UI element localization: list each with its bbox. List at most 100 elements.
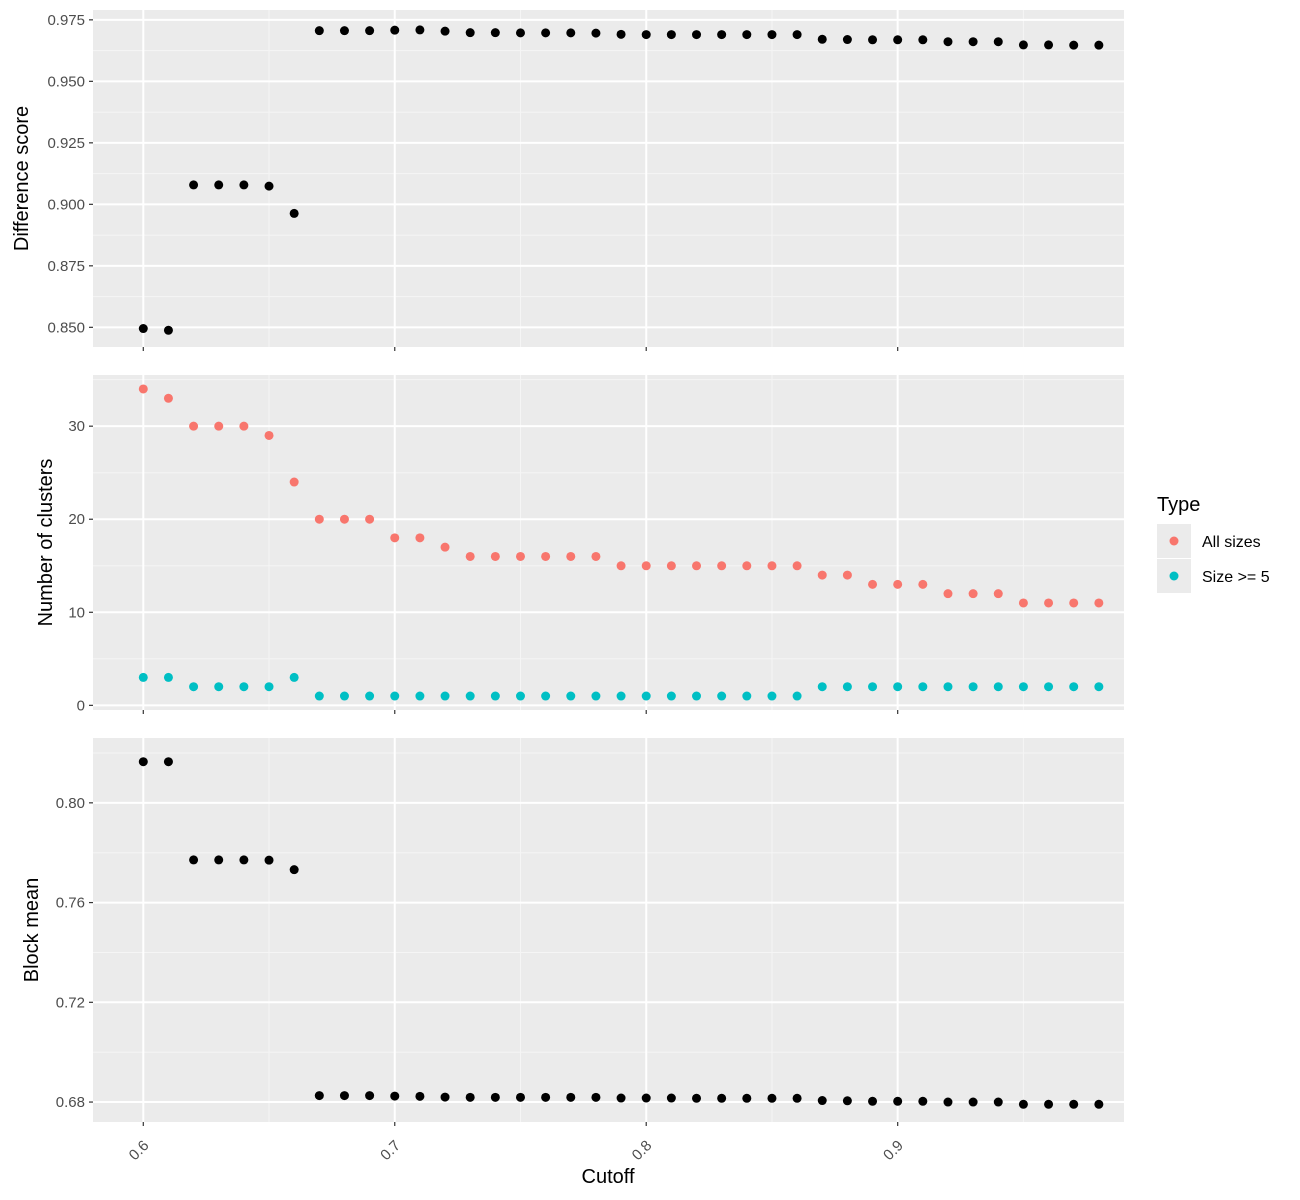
data-point [490,1092,500,1102]
data-point [616,691,626,701]
data-point [541,691,551,701]
data-point [415,691,425,701]
data-point [817,682,827,692]
y-tick-label: 0.925 [47,135,85,152]
legend-title: Type [1157,494,1200,516]
data-point [742,30,752,40]
data-point [868,682,878,692]
y-axis-title: Block mean [21,878,43,983]
y-tick-label: 0.68 [56,1094,85,1111]
data-point [440,26,450,36]
data-point [138,672,148,682]
data-point [1094,40,1104,50]
data-point [792,30,802,40]
data-point [792,691,802,701]
y-tick-label: 30 [68,418,85,435]
data-point [390,1091,400,1101]
x-tick-label: 0.6 [126,1137,153,1164]
panel-1: 0.850 0.875 0.900 0.925 0.950 0.975 Difference… [11,10,1124,351]
data-point [541,551,551,561]
data-point [214,855,224,865]
legend-key-size-ge-5 [1157,559,1191,593]
data-point [717,691,727,701]
data-point [214,421,224,431]
data-point [1018,1099,1028,1109]
y-tick-label: 0.850 [47,319,85,336]
data-point [641,1093,651,1103]
data-point [591,551,601,561]
data-point [465,691,475,701]
data-point [163,757,173,767]
y-tick-label: 0.975 [47,12,85,29]
data-point [289,477,299,487]
data-point [289,208,299,218]
data-point [339,26,349,36]
data-point [792,561,802,571]
data-point [943,682,953,692]
data-point [842,35,852,45]
data-point [515,28,525,38]
data-point [239,855,249,865]
y-tick-label: 0.950 [47,73,85,90]
data-point [767,691,777,701]
data-point [138,757,148,767]
legend-key-all-sizes [1157,524,1191,558]
data-point [767,561,777,571]
data-point [591,1092,601,1102]
y-tick-label: 0.875 [47,258,85,275]
data-point [591,28,601,38]
data-point [440,1092,450,1102]
data-point [515,691,525,701]
data-point [214,682,224,692]
data-point [490,28,500,38]
data-point [490,551,500,561]
x-tick-label: 0.8 [629,1137,656,1164]
data-point [239,682,249,692]
data-point [918,35,928,45]
data-point [717,30,727,40]
data-point [566,691,576,701]
data-point [314,1091,324,1101]
data-point [868,35,878,45]
data-point [968,1097,978,1107]
data-point [365,1091,375,1101]
data-point [641,561,651,571]
data-point [968,682,978,692]
data-point [339,514,349,524]
data-point [1094,1099,1104,1109]
data-point [314,514,324,524]
data-point [893,35,903,45]
data-point [792,1093,802,1103]
data-point [415,25,425,35]
data-point [163,325,173,335]
data-point [591,691,601,701]
data-point [767,30,777,40]
data-point [314,26,324,36]
data-point [465,1092,475,1102]
data-point [1094,682,1104,692]
data-point [189,855,199,865]
x-axis-title: Cutoff [582,1166,635,1188]
data-point [993,37,1003,47]
data-point [1044,598,1054,608]
data-point [993,589,1003,599]
legend-marker-all-sizes [1169,536,1179,546]
data-point [842,682,852,692]
y-tick-label: 0 [77,697,85,714]
x-tick-label: 0.7 [377,1137,404,1164]
data-point [566,28,576,38]
data-point [616,29,626,39]
data-point [717,1093,727,1103]
panel-background [93,738,1124,1122]
data-point [189,421,199,431]
data-point [365,514,375,524]
data-point [1044,682,1054,692]
data-point [515,551,525,561]
data-point [616,561,626,571]
data-point [390,691,400,701]
legend-label-all-sizes: All sizes [1202,534,1261,551]
data-point [817,1096,827,1106]
data-point [214,180,224,190]
data-point [918,579,928,589]
